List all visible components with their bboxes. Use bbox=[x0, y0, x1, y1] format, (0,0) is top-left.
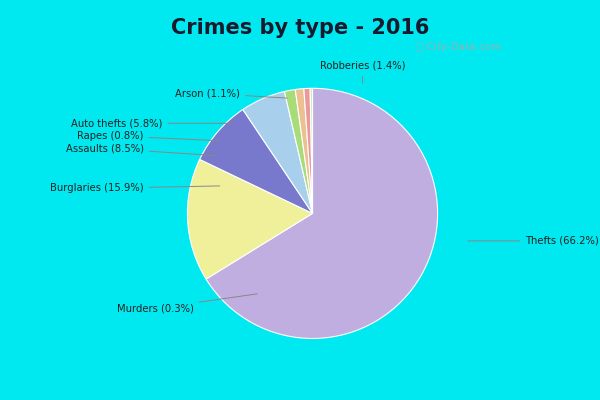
Wedge shape bbox=[295, 88, 313, 213]
Wedge shape bbox=[284, 90, 313, 213]
Wedge shape bbox=[304, 88, 313, 213]
Wedge shape bbox=[243, 92, 313, 213]
Text: Thefts (66.2%): Thefts (66.2%) bbox=[468, 236, 599, 246]
Text: Auto thefts (5.8%): Auto thefts (5.8%) bbox=[71, 118, 232, 128]
Text: Robberies (1.4%): Robberies (1.4%) bbox=[320, 61, 405, 83]
Text: Crimes by type - 2016: Crimes by type - 2016 bbox=[171, 18, 429, 38]
Text: Burglaries (15.9%): Burglaries (15.9%) bbox=[50, 183, 220, 193]
Wedge shape bbox=[310, 88, 313, 213]
Text: Assaults (8.5%): Assaults (8.5%) bbox=[65, 143, 217, 156]
Wedge shape bbox=[200, 110, 313, 213]
Text: Murders (0.3%): Murders (0.3%) bbox=[117, 294, 257, 314]
Text: Arson (1.1%): Arson (1.1%) bbox=[175, 88, 287, 98]
Text: ⓘ City-Data.com: ⓘ City-Data.com bbox=[417, 42, 501, 52]
Text: Rapes (0.8%): Rapes (0.8%) bbox=[77, 131, 220, 141]
Wedge shape bbox=[206, 88, 437, 338]
Wedge shape bbox=[187, 160, 313, 279]
